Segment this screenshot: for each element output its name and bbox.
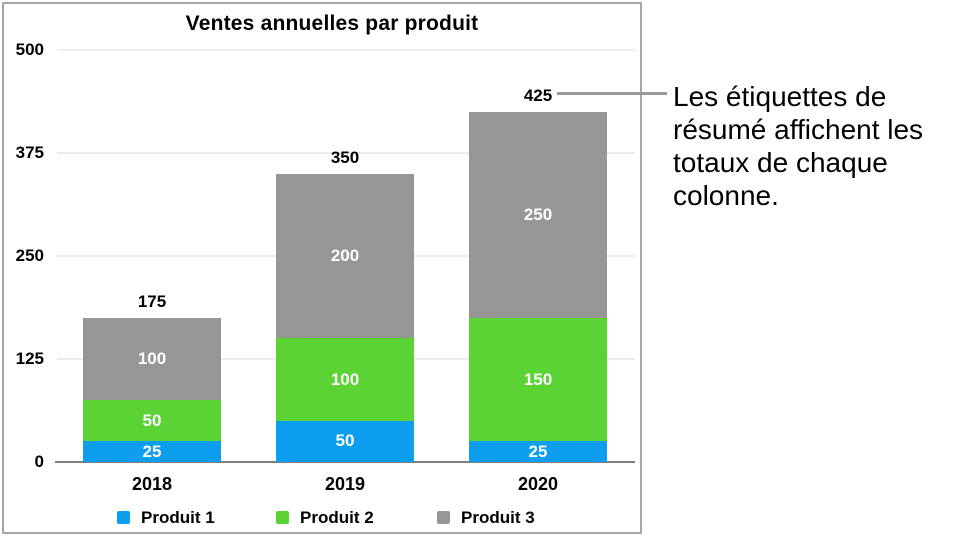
- callout-text-line: Les étiquettes de: [673, 81, 887, 112]
- bar-segment: 50: [83, 400, 221, 442]
- plot-area: 0 125 250 375 500 25 50 100 175 2018 50 100 200 350 20…: [4, 4, 640, 532]
- callout-connector-line: [557, 92, 667, 95]
- y-gridline: [57, 152, 635, 154]
- bar-segment-value-label: 25: [528, 441, 548, 461]
- callout-text: Les étiquettes de résumé affichent les t…: [673, 80, 948, 212]
- bar-segment-value-label: 50: [335, 431, 355, 451]
- x-axis-line: [55, 461, 635, 463]
- bar-segment-value-label: 250: [523, 204, 553, 224]
- bar-total-label: 425: [523, 85, 553, 105]
- bar-total-label: 350: [330, 147, 360, 167]
- bar-segment-value-label: 200: [330, 245, 360, 265]
- chart-title: Ventes annuelles par produit: [185, 12, 479, 35]
- y-axis-tick-label: 375: [15, 143, 44, 162]
- y-axis-tick-label: 250: [15, 246, 44, 265]
- bar-segment: 25: [83, 441, 221, 462]
- bar-segment: 150: [469, 317, 607, 442]
- legend-label-1: Produit 1: [141, 508, 215, 527]
- bar-segment-value-label: 50: [142, 410, 162, 430]
- legend-swatch-3: [437, 511, 450, 524]
- x-axis-category-label: 2020: [517, 474, 559, 494]
- bar-segment-value-label: 25: [142, 441, 162, 461]
- legend-label-3: Produit 3: [461, 508, 535, 527]
- chart-panel: Ventes annuelles par produit 0 125 250 375 5…: [2, 2, 642, 534]
- x-axis-category-label: 2018: [131, 474, 173, 494]
- legend-swatch-2: [276, 511, 289, 524]
- y-gridline: [57, 49, 635, 51]
- y-axis-tick-label: 125: [15, 349, 44, 368]
- bar-segment-value-label: 100: [137, 348, 167, 368]
- x-axis-category-label: 2019: [324, 474, 366, 494]
- legend-swatch-1: [117, 511, 130, 524]
- callout-text-line: résumé affichent les: [673, 114, 924, 145]
- bar-segment: 250: [469, 111, 607, 318]
- bar-segment: 25: [469, 441, 607, 462]
- bar-segment: 100: [276, 338, 414, 421]
- bar-segment-value-label: 100: [330, 369, 360, 389]
- bar-segment-value-label: 150: [523, 369, 553, 389]
- y-axis-tick-label: 0: [34, 452, 44, 471]
- bar-total-label: 175: [137, 291, 167, 311]
- bar-segment: 200: [276, 173, 414, 339]
- bar-segment: 50: [276, 420, 414, 462]
- callout-text-line: totaux de chaque: [673, 147, 888, 178]
- bar-segment: 100: [83, 317, 221, 401]
- legend-label-2: Produit 2: [300, 508, 374, 527]
- y-axis-tick-label: 500: [15, 40, 44, 59]
- callout-text-line: colonne.: [673, 180, 779, 211]
